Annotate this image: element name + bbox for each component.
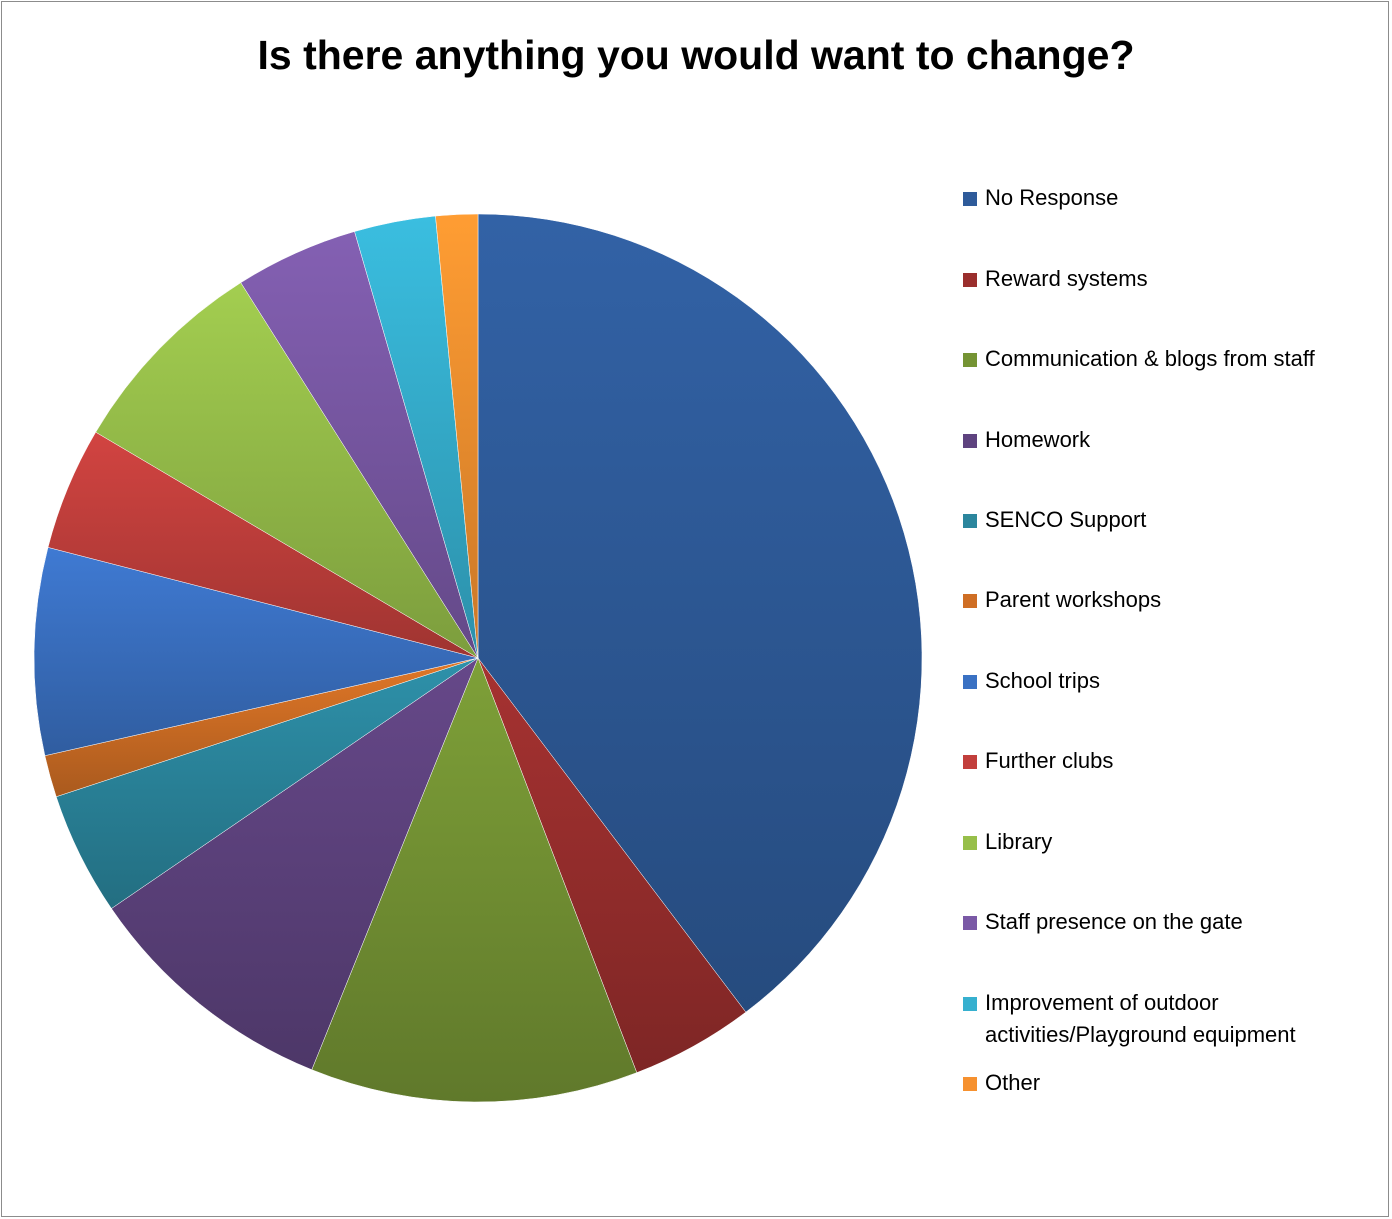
legend-label: Further clubs bbox=[985, 748, 1114, 773]
pie-slice-no-response bbox=[477, 213, 923, 1013]
legend-swatch bbox=[963, 836, 977, 850]
legend-label: Homework bbox=[985, 427, 1091, 452]
chart-title: Is there anything you would want to chan… bbox=[257, 32, 1135, 78]
pie-slice-library bbox=[95, 282, 479, 659]
legend-swatch bbox=[963, 514, 977, 528]
legend-swatch bbox=[963, 755, 977, 769]
legend-swatch bbox=[963, 434, 977, 448]
legend-label: Library bbox=[985, 829, 1053, 854]
pie-slice-communication-blogs-from-staff bbox=[311, 657, 638, 1103]
legend-label: SENCO Support bbox=[985, 507, 1147, 532]
legend-label: No Response bbox=[985, 185, 1119, 210]
pie-slice-school-trips bbox=[33, 547, 479, 756]
legend-swatch bbox=[963, 1077, 977, 1091]
legend-swatch bbox=[963, 675, 977, 689]
legend-swatch bbox=[963, 353, 977, 367]
pie-slices bbox=[33, 213, 923, 1103]
legend-label: Other bbox=[985, 1070, 1041, 1095]
legend-label: Staff presence on the gate bbox=[985, 909, 1243, 934]
legend-swatch bbox=[963, 594, 977, 608]
legend-label: Communication & blogs from staff bbox=[985, 346, 1315, 371]
legend-label: Improvement of outdoor activities/Playgr… bbox=[985, 990, 1296, 1047]
legend-label: School trips bbox=[985, 668, 1100, 693]
legend-swatch bbox=[963, 192, 977, 206]
pie-slice-other bbox=[435, 213, 479, 659]
legend-swatch bbox=[963, 916, 977, 930]
legend-label: Reward systems bbox=[985, 266, 1148, 291]
legend-label: Parent workshops bbox=[985, 587, 1162, 612]
pie-slice-homework bbox=[111, 657, 479, 1071]
legend-swatch bbox=[963, 997, 977, 1011]
legend-swatch bbox=[963, 273, 977, 287]
